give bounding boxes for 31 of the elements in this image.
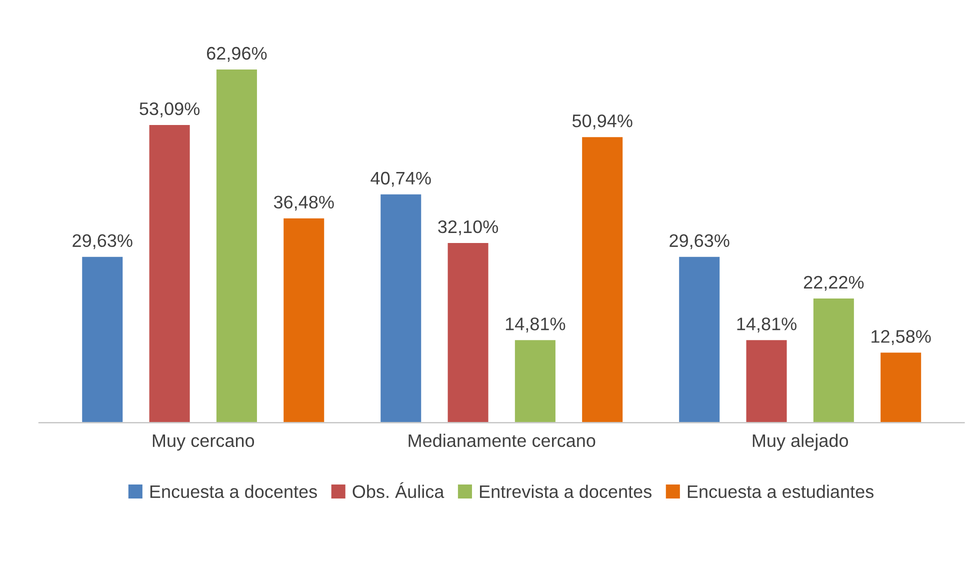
bar [379, 193, 423, 423]
data-label: 29,63% [72, 234, 132, 250]
data-label: 36,48% [274, 196, 334, 211]
data-label: 22,22% [804, 276, 864, 291]
data-label: 53,09% [140, 102, 200, 118]
legend-label: Encuesta a docentes [150, 484, 317, 498]
x-tick-label: Medianamente cercano [408, 434, 596, 448]
data-label: 12,58% [872, 330, 931, 345]
bar [148, 124, 192, 423]
legend-label: Entrevista a docentes [480, 484, 652, 498]
legend-label: Encuesta a estudiantes [688, 484, 874, 498]
bar [879, 351, 922, 423]
legend-label: Obs. Áulica [352, 482, 444, 498]
x-tick-label: Muy alejado [752, 434, 848, 451]
data-label: 29,63% [670, 234, 730, 250]
bar [215, 68, 258, 423]
bar [678, 255, 722, 423]
data-label: 32,10% [438, 220, 498, 236]
data-label: 62,96% [207, 46, 267, 62]
bar [812, 297, 856, 423]
bar [446, 242, 490, 423]
data-label: 14,81% [737, 318, 796, 332]
bar [580, 136, 624, 423]
x-tick-label: Muy cercano [152, 434, 254, 451]
data-label: 14,81% [506, 318, 566, 332]
bar [514, 338, 557, 423]
bar [744, 338, 788, 423]
bar [282, 216, 326, 423]
data-label: 40,74% [370, 172, 431, 187]
data-label: 50,94% [572, 114, 632, 130]
bar [80, 255, 124, 423]
